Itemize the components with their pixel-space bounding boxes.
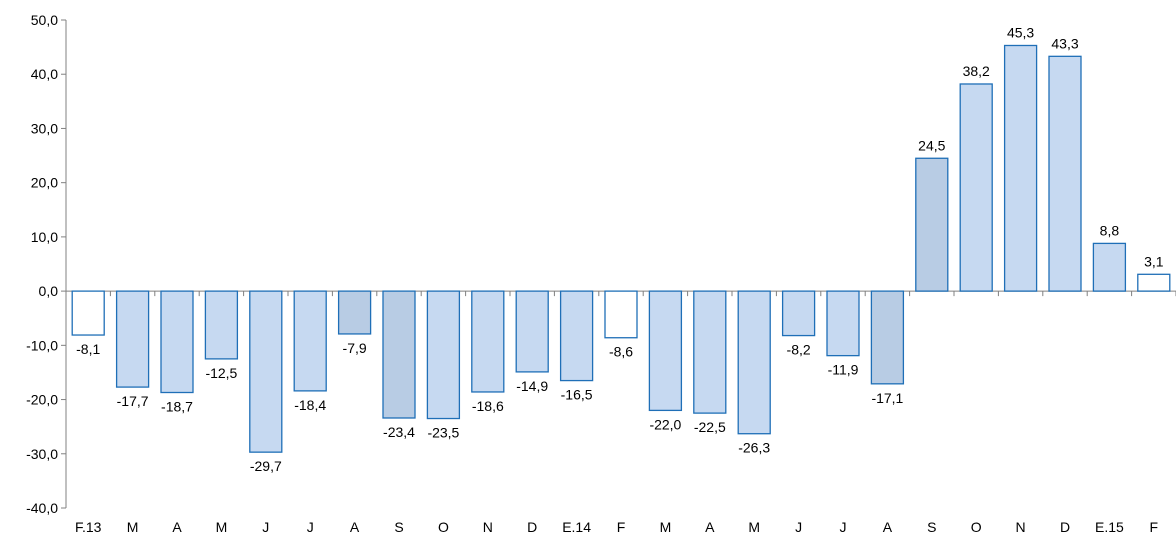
y-axis-tick-label: -20,0 bbox=[26, 392, 58, 408]
bar-value-label: 8,8 bbox=[1100, 222, 1120, 238]
bar bbox=[648, 290, 683, 412]
bar bbox=[204, 290, 239, 360]
bar bbox=[1092, 242, 1127, 292]
bar-value-label: -14,9 bbox=[516, 378, 548, 394]
y-axis-tick-label: -40,0 bbox=[26, 500, 58, 516]
bar-value-label: -23,5 bbox=[427, 425, 459, 441]
bar-value-label: -7,9 bbox=[343, 340, 367, 356]
y-axis-tick-label: 20,0 bbox=[31, 175, 58, 191]
bar bbox=[604, 290, 638, 339]
x-axis-category-label: D bbox=[527, 519, 537, 535]
y-axis-tick-label: -10,0 bbox=[26, 337, 58, 353]
x-axis-category-label: M bbox=[216, 519, 228, 535]
bar-value-label: -22,0 bbox=[649, 416, 681, 432]
bar-value-label: -29,7 bbox=[250, 458, 282, 474]
bar bbox=[471, 290, 505, 393]
bar bbox=[781, 290, 816, 337]
x-axis-category-label: J bbox=[262, 519, 269, 535]
y-axis-tick-labels: 50,0 40,0 30,0 20,0 10,0 0,0 -10,0 -20,0 -30,0 -4… bbox=[26, 12, 58, 516]
bar-value-label: 45,3 bbox=[1007, 24, 1034, 40]
x-axis-category-label: N bbox=[1016, 519, 1026, 535]
x-axis-category-label: E.15 bbox=[1095, 519, 1124, 535]
chart-bars bbox=[71, 44, 1171, 453]
y-axis-tick-label: 50,0 bbox=[31, 12, 58, 28]
x-axis-category-label: F bbox=[617, 519, 626, 535]
bar-value-label: -18,7 bbox=[161, 399, 193, 415]
bar-value-label: 38,2 bbox=[963, 63, 990, 79]
bar-value-label: 43,3 bbox=[1051, 35, 1078, 51]
x-axis-category-label: N bbox=[483, 519, 493, 535]
y-axis-tick-label: -30,0 bbox=[26, 446, 58, 462]
chart-value-labels: -8,1 -17,7 -18,7 -12,5 -29,7 -18,4 -7,9 -23,4 -2… bbox=[76, 24, 1164, 474]
bar bbox=[293, 290, 327, 392]
bar bbox=[1048, 55, 1082, 292]
bar-value-label: -8,2 bbox=[787, 342, 811, 358]
bar bbox=[249, 290, 283, 453]
x-axis-category-label: F bbox=[1150, 519, 1159, 535]
bar-value-label: -12,5 bbox=[205, 365, 237, 381]
bar bbox=[382, 290, 416, 419]
bar-value-label: -23,4 bbox=[383, 424, 415, 440]
bar bbox=[826, 290, 860, 357]
y-axis-tick-label: 40,0 bbox=[31, 66, 58, 82]
bar-value-label: -18,6 bbox=[472, 398, 504, 414]
x-axis-category-label: A bbox=[172, 519, 182, 535]
bar-value-label: -8,1 bbox=[76, 341, 100, 357]
x-axis-category-label: A bbox=[883, 519, 893, 535]
bar-value-label: -26,3 bbox=[738, 440, 770, 456]
bar bbox=[737, 290, 771, 435]
y-axis-tick-label: 10,0 bbox=[31, 229, 58, 245]
x-axis-category-label: J bbox=[307, 519, 314, 535]
bar bbox=[559, 290, 594, 382]
y-axis-tick-label: 0,0 bbox=[39, 283, 59, 299]
bar-value-label: 24,5 bbox=[918, 137, 945, 153]
x-axis-category-label: F.13 bbox=[75, 519, 102, 535]
x-axis-category-label: M bbox=[748, 519, 760, 535]
bar-value-label: -16,5 bbox=[561, 387, 593, 403]
x-axis-category-label: O bbox=[438, 519, 449, 535]
bar bbox=[515, 290, 549, 373]
bar bbox=[160, 290, 194, 394]
bar bbox=[1137, 273, 1171, 292]
x-axis-category-label: E.14 bbox=[562, 519, 591, 535]
bar-value-label: -11,9 bbox=[828, 362, 859, 378]
bar-value-label: 3,1 bbox=[1144, 253, 1164, 269]
bar-value-label: -17,7 bbox=[117, 393, 149, 409]
bar-value-label: -18,4 bbox=[294, 397, 326, 413]
x-axis-category-label: J bbox=[795, 519, 802, 535]
bar bbox=[71, 290, 105, 336]
bar bbox=[870, 290, 905, 385]
x-axis-category-label: J bbox=[840, 519, 847, 535]
bar bbox=[115, 290, 150, 388]
bar bbox=[693, 290, 727, 414]
bar bbox=[959, 83, 993, 292]
bar bbox=[337, 290, 372, 335]
bar-value-label: -22,5 bbox=[694, 419, 726, 435]
x-axis-category-label: O bbox=[971, 519, 982, 535]
bar-value-label: -8,6 bbox=[609, 344, 633, 360]
y-axis-tick-label: 30,0 bbox=[31, 120, 58, 136]
x-axis-category-label: S bbox=[927, 519, 936, 535]
x-axis-category-label: A bbox=[705, 519, 715, 535]
x-axis-tick-labels: F.13 M A M J J A S O N D E.14 F M A M J J A S O N D E.15 F bbox=[75, 519, 1158, 535]
x-axis-category-label: S bbox=[394, 519, 403, 535]
bar bbox=[915, 157, 949, 292]
x-axis-category-label: M bbox=[660, 519, 672, 535]
x-axis-category-label: D bbox=[1060, 519, 1070, 535]
bar bbox=[426, 290, 461, 420]
x-axis-category-label: A bbox=[350, 519, 360, 535]
bar bbox=[1003, 44, 1038, 292]
bar-value-label: -17,1 bbox=[871, 390, 903, 406]
x-axis-category-label: M bbox=[127, 519, 139, 535]
